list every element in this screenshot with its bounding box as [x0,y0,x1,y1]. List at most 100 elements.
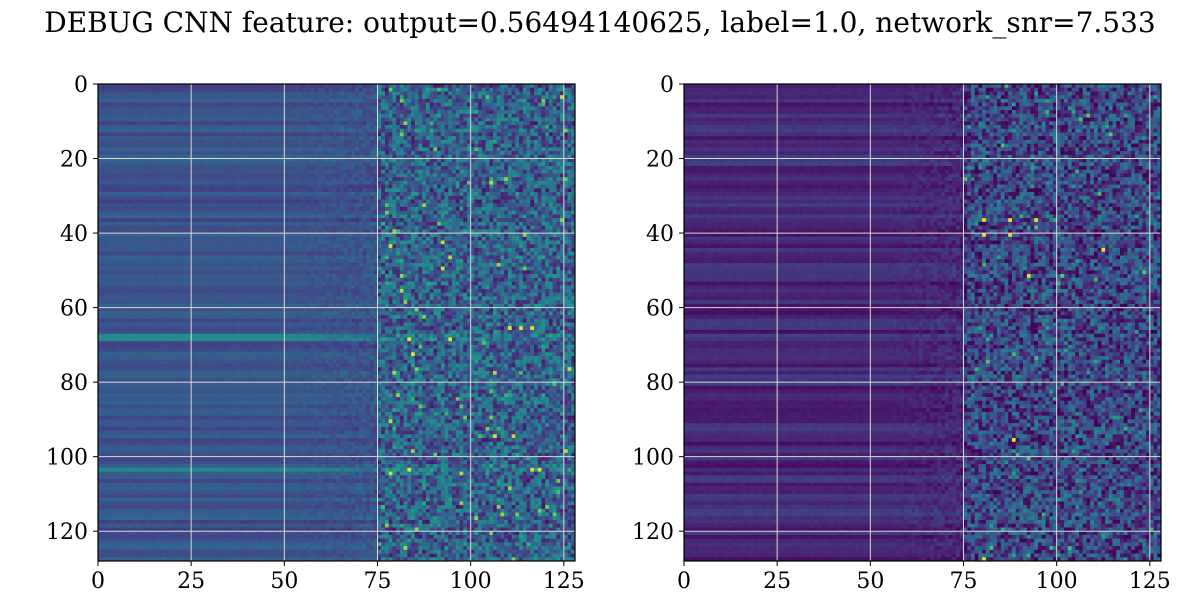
heatmap-cell [508,188,512,192]
heatmap-cell [169,151,173,155]
heatmap-cell [530,181,534,185]
heatmap-cell [266,103,270,107]
heatmap-cell [549,103,553,107]
heatmap-cell [150,162,154,166]
heatmap-cell [329,106,333,110]
heatmap-cell [445,185,449,189]
heatmap-cell [322,203,326,207]
heatmap-cell [258,110,262,114]
heatmap-cell [333,121,337,125]
heatmap-cell [355,192,359,196]
heatmap-cell [392,106,396,110]
heatmap-cell [128,185,132,189]
heatmap-cell [538,118,542,122]
heatmap-cell [530,121,534,125]
heatmap-cell [538,140,542,144]
heatmap-cell [355,173,359,177]
heatmap-cell [236,147,240,151]
heatmap-cell [299,114,303,118]
heatmap-cell [120,200,124,204]
heatmap-cell [251,185,255,189]
heatmap-cell [370,140,374,144]
heatmap-cell [184,84,188,88]
heatmap-cell [366,196,370,200]
heatmap-cell [396,222,400,226]
heatmap-cell [441,132,445,136]
heatmap-cell [228,173,232,177]
heatmap-cell [541,177,545,181]
heatmap-cell [269,106,273,110]
heatmap-cell [173,91,177,95]
heatmap-cell [515,177,519,181]
heatmap-cell [359,162,363,166]
heatmap-cell [214,147,218,151]
heatmap-cell [549,129,553,133]
heatmap-cell [132,129,136,133]
heatmap-cell [396,144,400,148]
heatmap-cell [117,173,121,177]
heatmap-cell [497,129,501,133]
heatmap-cell [161,170,165,174]
heatmap-cell [471,99,475,103]
heatmap-cell [437,196,441,200]
heatmap-cell [411,166,415,170]
heatmap-cell [456,144,460,148]
heatmap-cell [251,151,255,155]
heatmap-cell [273,95,277,99]
heatmap-cell [389,114,393,118]
heatmap-cell [508,166,512,170]
heatmap-cell [500,188,504,192]
heatmap-cell [348,214,352,218]
heatmap-cell [418,200,422,204]
heatmap-cell [456,147,460,151]
heatmap-cell [482,132,486,136]
heatmap-cell [191,170,195,174]
heatmap-cell [500,132,504,136]
heatmap-cell [564,99,568,103]
heatmap-cell [474,200,478,204]
heatmap-cell [139,211,143,215]
heatmap-cell [441,207,445,211]
heatmap-cell [173,173,177,177]
heatmap-cell [225,211,229,215]
heatmap-cell [333,181,337,185]
heatmap-cell [202,84,206,88]
heatmap-cell [284,144,288,148]
heatmap-cell [143,136,147,140]
heatmap-cell [307,196,311,200]
heatmap-cell [169,140,173,144]
heatmap-cell [322,118,326,122]
heatmap-cell [396,118,400,122]
heatmap-cell [463,121,467,125]
heatmap-cell [251,173,255,177]
heatmap-cell [500,162,504,166]
heatmap-cell [564,121,568,125]
heatmap-cell [139,207,143,211]
heatmap-cell [392,200,396,204]
heatmap-cell [411,129,415,133]
heatmap-cell [314,121,318,125]
heatmap-cell [191,226,195,230]
heatmap-cell [318,181,322,185]
heatmap-cell [512,222,516,226]
heatmap-cell [180,132,184,136]
heatmap-cell [322,147,326,151]
heatmap-cell [523,173,527,177]
heatmap-cell [325,218,329,222]
heatmap-cell [251,203,255,207]
heatmap-cell [303,99,307,103]
heatmap-cell [329,192,333,196]
heatmap-cell [296,188,300,192]
heatmap-cell [545,170,549,174]
heatmap-cell [340,211,344,215]
heatmap-cell [478,177,482,181]
heatmap-cell [445,159,449,163]
heatmap-cell [344,181,348,185]
heatmap-cell [392,140,396,144]
heatmap-cell [527,121,531,125]
heatmap-cell [325,211,329,215]
heatmap-cell [225,170,229,174]
heatmap-cell [273,106,277,110]
heatmap-cell [176,203,180,207]
heatmap-cell [109,218,113,222]
